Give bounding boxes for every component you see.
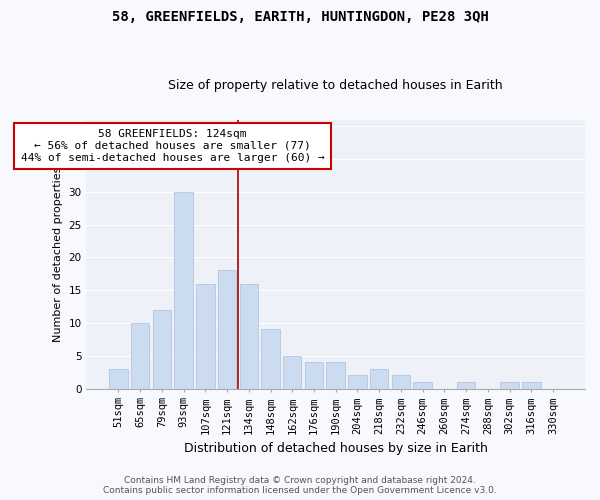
- Text: 58, GREENFIELDS, EARITH, HUNTINGDON, PE28 3QH: 58, GREENFIELDS, EARITH, HUNTINGDON, PE2…: [112, 10, 488, 24]
- Bar: [218, 270, 236, 388]
- Title: Size of property relative to detached houses in Earith: Size of property relative to detached ho…: [169, 79, 503, 92]
- Bar: [109, 369, 128, 388]
- Bar: [261, 330, 280, 388]
- Bar: [522, 382, 541, 388]
- Bar: [500, 382, 519, 388]
- X-axis label: Distribution of detached houses by size in Earith: Distribution of detached houses by size …: [184, 442, 488, 455]
- Bar: [457, 382, 475, 388]
- Y-axis label: Number of detached properties: Number of detached properties: [53, 166, 63, 342]
- Bar: [348, 376, 367, 388]
- Bar: [131, 323, 149, 388]
- Bar: [283, 356, 301, 388]
- Bar: [370, 369, 388, 388]
- Bar: [413, 382, 432, 388]
- Bar: [392, 376, 410, 388]
- Bar: [326, 362, 345, 388]
- Bar: [175, 192, 193, 388]
- Text: Contains HM Land Registry data © Crown copyright and database right 2024.
Contai: Contains HM Land Registry data © Crown c…: [103, 476, 497, 495]
- Bar: [305, 362, 323, 388]
- Text: 58 GREENFIELDS: 124sqm
← 56% of detached houses are smaller (77)
44% of semi-det: 58 GREENFIELDS: 124sqm ← 56% of detached…: [21, 130, 325, 162]
- Bar: [152, 310, 171, 388]
- Bar: [196, 284, 215, 389]
- Bar: [239, 284, 258, 389]
